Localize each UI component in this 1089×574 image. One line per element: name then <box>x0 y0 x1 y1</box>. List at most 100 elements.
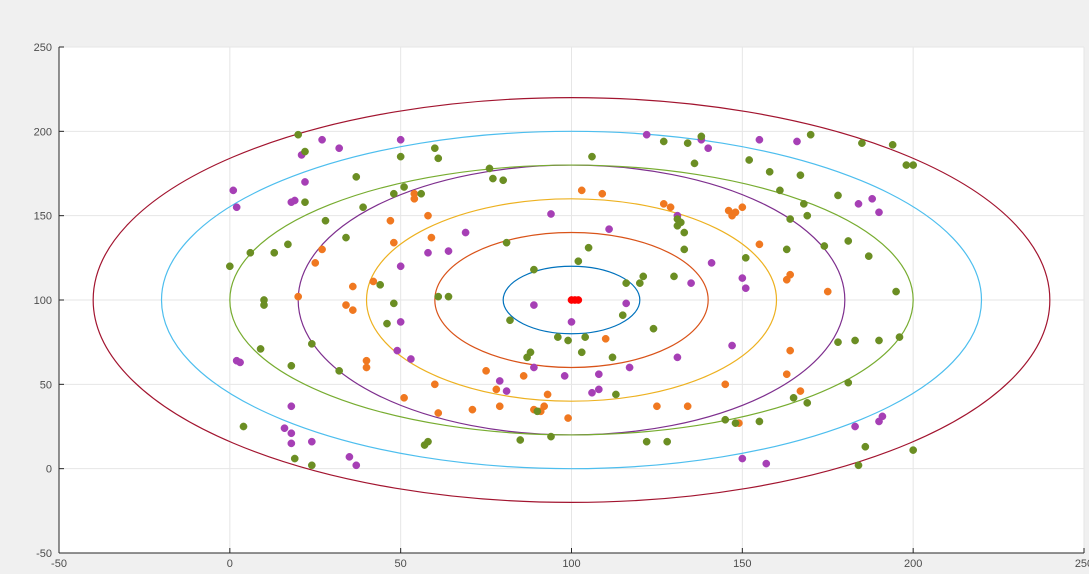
data-point <box>359 203 367 212</box>
data-point <box>335 366 344 375</box>
data-point <box>400 183 408 191</box>
data-point <box>362 356 371 365</box>
data-point <box>622 279 631 287</box>
data-point <box>290 196 299 205</box>
data-point <box>307 340 316 348</box>
data-point <box>878 412 887 421</box>
data-point <box>260 296 268 304</box>
data-point <box>301 198 309 207</box>
x-tick-label: 0 <box>227 558 233 570</box>
data-point <box>389 238 398 247</box>
data-point <box>806 130 815 139</box>
data-point <box>639 272 648 281</box>
data-point <box>851 422 859 431</box>
data-point <box>799 200 808 208</box>
x-tick-label: -50 <box>51 558 67 570</box>
data-point <box>434 154 443 163</box>
data-point <box>577 186 586 195</box>
data-point <box>653 402 661 411</box>
data-point <box>789 393 798 402</box>
data-point <box>560 372 569 380</box>
data-point <box>345 453 354 461</box>
contour-ellipse <box>502 265 641 335</box>
data-point <box>393 346 402 355</box>
data-point <box>584 243 593 252</box>
data-point <box>659 137 668 146</box>
data-point <box>229 186 238 195</box>
data-point <box>731 208 740 217</box>
data-point <box>547 210 555 218</box>
data-point <box>796 171 805 180</box>
data-point <box>530 265 538 274</box>
data-point <box>594 370 603 379</box>
y-tick-label: 50 <box>40 379 52 391</box>
contour-ellipse <box>434 231 709 369</box>
data-point <box>396 135 405 144</box>
data-point <box>581 333 590 341</box>
data-point <box>495 377 504 385</box>
data-point <box>307 437 316 446</box>
y-tick-label: -50 <box>36 548 52 560</box>
data-point <box>683 139 692 147</box>
data-point <box>618 311 627 320</box>
data-point <box>516 436 525 444</box>
data-point <box>485 164 494 173</box>
data-point <box>803 211 812 220</box>
data-point <box>782 370 791 379</box>
data-point <box>287 439 296 448</box>
data-point <box>663 437 672 446</box>
data-point <box>625 363 634 372</box>
data-point <box>803 399 812 407</box>
data-point <box>236 358 244 367</box>
data-point <box>383 319 391 328</box>
data-point <box>533 407 542 416</box>
data-point <box>731 419 740 427</box>
data-point <box>820 242 829 250</box>
data-point <box>690 159 699 168</box>
data-point <box>389 189 398 198</box>
data-point <box>704 144 713 153</box>
data-point <box>786 346 795 355</box>
data-point <box>239 422 248 431</box>
data-point <box>287 361 296 370</box>
data-point <box>909 446 918 454</box>
data-point <box>680 228 689 237</box>
data-point <box>335 144 344 153</box>
data-point <box>468 405 477 414</box>
data-point <box>687 279 695 287</box>
data-point <box>318 135 326 144</box>
data-point <box>844 237 853 245</box>
y-tick-label: 150 <box>34 211 52 223</box>
data-point <box>294 130 303 139</box>
x-tick-label: 250 <box>1075 558 1089 570</box>
data-point <box>519 372 528 380</box>
data-point <box>506 316 514 325</box>
x-tick-label: 200 <box>904 558 922 570</box>
data-point <box>793 137 801 146</box>
data-point <box>567 318 576 326</box>
data-point <box>396 318 405 326</box>
x-tick-label: 150 <box>733 558 751 570</box>
data-point <box>588 152 596 161</box>
data-point <box>741 284 750 293</box>
data-point <box>741 253 750 262</box>
data-point <box>530 363 538 372</box>
data-point <box>407 355 415 363</box>
data-point <box>540 402 549 411</box>
data-point <box>588 388 596 397</box>
data-point <box>489 174 497 183</box>
data-point <box>762 459 771 468</box>
data-point <box>311 259 320 267</box>
data-point <box>786 270 795 279</box>
tick-layer: -50 0 50 100 150 200 250 -50 0 50 100 150 200 250 <box>34 42 1089 570</box>
data-point <box>369 277 378 286</box>
data-point <box>287 402 296 411</box>
ellipse-layer <box>92 97 1051 503</box>
data-point <box>461 228 470 237</box>
data-point <box>547 432 555 441</box>
data-point <box>396 262 405 271</box>
data-point <box>707 259 716 267</box>
data-point <box>530 301 538 309</box>
data-point <box>755 240 764 249</box>
